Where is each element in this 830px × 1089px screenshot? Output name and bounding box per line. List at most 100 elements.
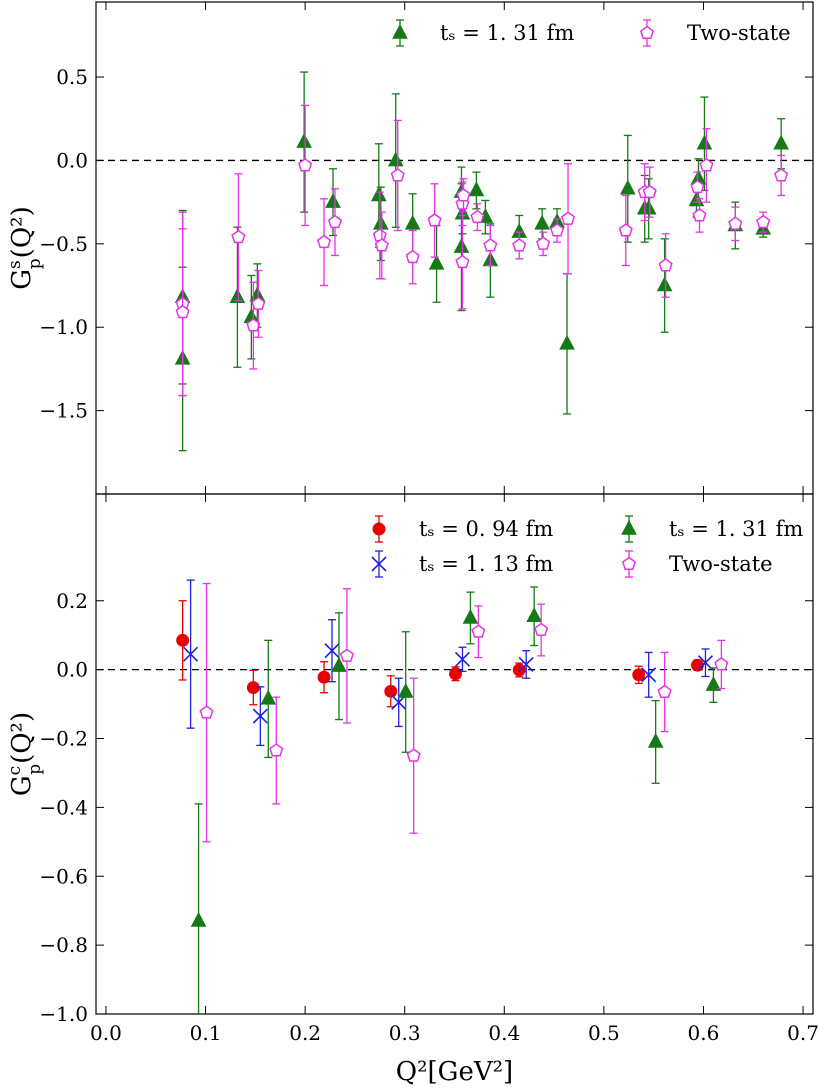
data-point (316, 198, 332, 287)
marker-pentagon (455, 254, 470, 269)
legend-label: tₛ = 1. 31 fm (669, 517, 803, 541)
data-point (618, 194, 633, 267)
data-point (387, 93, 404, 228)
marker-pentagon (231, 229, 246, 244)
data-point (391, 677, 407, 728)
data-point (728, 206, 743, 242)
y-tick-label: −0.4 (39, 795, 88, 819)
marker-x-stroke-b (518, 656, 534, 673)
data-point (390, 119, 405, 232)
y-tick-label: −1.0 (39, 1002, 88, 1026)
data-point (690, 171, 705, 203)
data-point (526, 586, 542, 647)
marker-pentagon (269, 743, 284, 757)
legend: tₛ = 1. 31 fm Two-state (392, 19, 791, 47)
y-axis-label-tail: (Q²) (7, 712, 37, 764)
marker-triangle (397, 682, 414, 698)
marker-x-stroke-b (454, 651, 471, 667)
data-point (470, 203, 485, 232)
marker-pentagon (316, 234, 332, 249)
marker-x (641, 667, 657, 683)
data-point (641, 651, 657, 698)
marker-pentagon (690, 179, 705, 194)
data-point (246, 669, 260, 706)
x-axis-label: Q²[GeV²] (396, 1057, 513, 1087)
y-axis-label-main: G (7, 775, 37, 796)
data-point (339, 588, 355, 724)
data-point (175, 228, 190, 397)
data-point (298, 104, 313, 227)
marker-pentagon (251, 296, 266, 310)
data-point (427, 183, 442, 258)
x-tick-label: 0.7 (787, 1021, 819, 1045)
marker-pentagon (406, 748, 421, 762)
marker-pentagon (560, 211, 576, 225)
legend-entry: Two-state (639, 19, 791, 47)
marker-pentagon (699, 158, 714, 172)
x-tick-label: 0.4 (488, 1021, 520, 1045)
marker-pentagon (390, 168, 405, 182)
legend-entry: tₛ = 1. 31 fm (621, 515, 803, 543)
marker-pentagon (471, 624, 486, 638)
data-point (296, 71, 312, 213)
y-tick-label: −1.5 (39, 399, 88, 423)
marker-circle (632, 668, 646, 682)
data-point (327, 188, 343, 257)
data-point (560, 163, 576, 275)
marker-circle (449, 667, 462, 681)
data-point (372, 191, 387, 280)
legend-entry: tₛ = 1. 31 fm (392, 19, 574, 47)
data-point (229, 226, 246, 368)
y-axis-label-subscript: p (25, 764, 45, 775)
y-axis-label-main: G (7, 269, 37, 290)
series-triangle (190, 586, 722, 1014)
data-point (455, 214, 470, 310)
marker-triangle (773, 134, 789, 150)
marker-triangle (696, 134, 713, 150)
marker-circle (691, 658, 704, 672)
y-axis-label: Gcp(Q²) (5, 712, 45, 796)
data-point (269, 696, 284, 805)
data-point (252, 686, 268, 747)
data-point (512, 662, 526, 678)
y-axis-label-tail: (Q²) (7, 206, 37, 258)
data-point (468, 171, 485, 210)
y-tick-label: 0.0 (56, 148, 88, 172)
marker-pentagon (618, 223, 633, 237)
legend: tₛ = 0. 94 fm tₛ = 1. 31 fm tₛ = 1. 13 fm T… (371, 515, 803, 578)
marker-x (252, 708, 268, 724)
legend-marker-pentagon (639, 25, 655, 40)
marker-triangle (428, 254, 445, 270)
marker-triangle (370, 186, 387, 202)
top-panel: −1.5 −1.0 −0.5 0.0 0.5 Gsp(Q²) tₛ = 1. 31 fm Tw… (5, 1, 814, 495)
data-point (705, 667, 722, 703)
x-tick-label: 0.5 (588, 1021, 620, 1045)
marker-triangle (462, 608, 479, 624)
marker-x (324, 643, 340, 659)
marker-circle (176, 633, 190, 647)
y-tick-label: 0.2 (56, 589, 88, 613)
data-point (512, 231, 527, 260)
data-point (647, 699, 664, 784)
y-tick-label: −1.0 (39, 315, 88, 339)
data-point (691, 658, 704, 672)
data-point (428, 224, 445, 303)
marker-pentagon (327, 214, 343, 229)
y-tick-label: −0.8 (39, 933, 88, 957)
data-point (714, 639, 729, 690)
marker-pentagon (405, 249, 420, 264)
marker-triangle (453, 238, 470, 253)
data-point (756, 211, 771, 233)
series-pentagon (199, 582, 729, 843)
data-point (619, 134, 636, 243)
data-point (534, 208, 550, 240)
marker-pentagon (372, 228, 387, 242)
marker-triangle (647, 732, 664, 748)
data-point (251, 269, 266, 338)
data-point (331, 612, 347, 721)
data-point (374, 211, 389, 280)
marker-triangle (404, 214, 421, 230)
legend-label: tₛ = 1. 13 fm (419, 552, 553, 576)
data-point (642, 166, 657, 218)
